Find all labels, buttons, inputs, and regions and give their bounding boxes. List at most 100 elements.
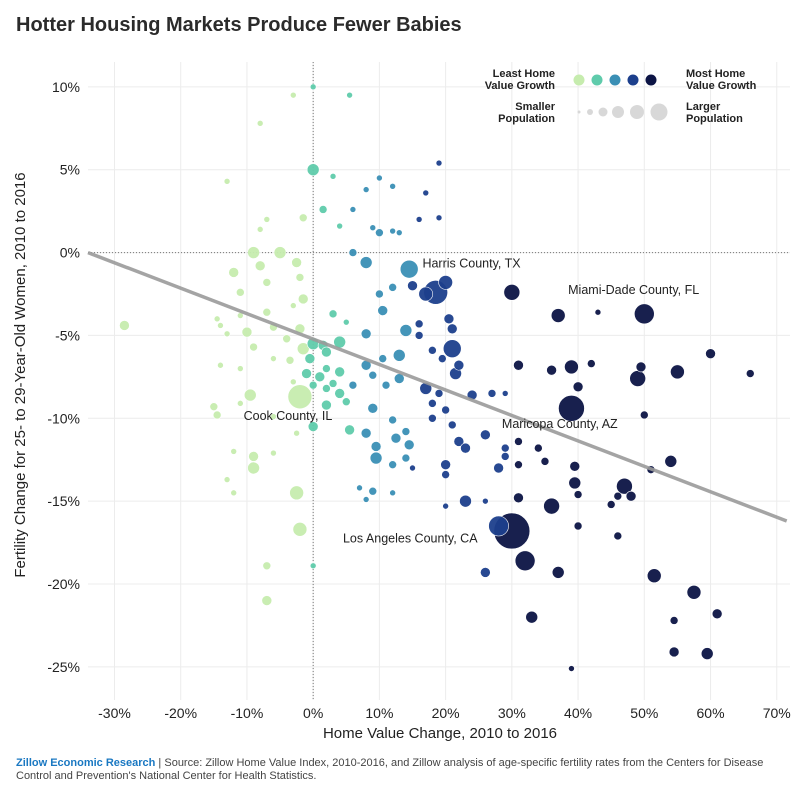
data-point <box>700 647 714 660</box>
data-point <box>304 353 316 364</box>
data-point <box>613 531 623 541</box>
data-point <box>262 561 272 571</box>
legend-least-label-1: Least Home <box>493 68 555 80</box>
data-point <box>308 380 318 390</box>
x-tick-label: -10% <box>231 705 264 721</box>
data-point <box>287 384 313 410</box>
data-point <box>369 451 383 465</box>
x-tick-label: 20% <box>432 705 460 721</box>
data-point <box>230 448 237 455</box>
data-point <box>525 610 539 624</box>
data-point <box>307 421 319 432</box>
data-point <box>568 665 575 672</box>
data-point <box>460 442 471 454</box>
data-point <box>321 346 332 358</box>
trendline-group <box>87 250 788 523</box>
data-point <box>443 313 455 325</box>
data-point <box>217 322 224 329</box>
data-point <box>514 550 536 572</box>
data-point <box>500 452 510 461</box>
data-point <box>228 267 239 278</box>
footer-brand: Zillow Economic Research <box>16 757 156 769</box>
data-point <box>344 424 355 436</box>
data-point <box>395 229 403 236</box>
annotation-label: Maricopa County, AZ <box>502 417 618 431</box>
data-point <box>441 470 450 479</box>
legend-least-label-2: Value Growth <box>485 80 556 92</box>
data-point <box>378 354 388 363</box>
data-point <box>613 491 623 501</box>
data-point <box>263 216 271 223</box>
data-point <box>422 189 430 197</box>
data-point <box>318 205 328 214</box>
data-point <box>223 178 231 185</box>
data-point <box>480 567 491 578</box>
data-point <box>440 459 451 470</box>
data-point <box>212 410 222 420</box>
data-point <box>270 413 277 420</box>
legend-color-dot <box>627 74 639 86</box>
data-point <box>487 389 497 398</box>
legend-color-swatches <box>573 74 657 86</box>
data-point <box>247 246 260 259</box>
data-point <box>334 388 345 399</box>
data-point <box>558 395 585 422</box>
data-point <box>217 361 224 369</box>
y-tick-label: -15% <box>47 493 80 509</box>
data-point <box>514 437 523 446</box>
legend-size-dot <box>598 107 608 117</box>
legend-most-label-1: Most Home <box>686 68 745 80</box>
legend-size-dot <box>577 110 581 114</box>
data-point <box>399 259 419 279</box>
annotation-label: Miami-Dade County, FL <box>568 283 699 297</box>
footer-source: Zillow Economic Research | Source: Zillo… <box>16 757 786 783</box>
data-point <box>705 348 716 359</box>
data-point <box>362 186 370 193</box>
data-point <box>367 403 379 414</box>
data-point <box>428 346 437 355</box>
data-point <box>403 439 415 451</box>
data-point <box>573 490 583 499</box>
data-point <box>488 515 509 537</box>
x-tick-label: -20% <box>164 705 197 721</box>
legend-size-dot <box>650 103 668 121</box>
y-axis-label: Fertility Change for 25- to 29-Year-Old … <box>12 172 29 577</box>
data-point <box>295 273 305 282</box>
data-point <box>322 364 331 373</box>
data-point <box>446 323 458 335</box>
data-point <box>669 616 679 625</box>
data-point <box>428 399 437 408</box>
data-point <box>328 379 338 388</box>
data-point <box>564 359 579 375</box>
data-point <box>348 380 358 390</box>
legend-larger-label-1: Larger <box>686 101 721 113</box>
data-point <box>293 429 300 437</box>
legend-size-swatches <box>577 103 668 121</box>
data-point <box>401 427 411 436</box>
data-point <box>270 355 277 362</box>
data-point <box>594 308 602 316</box>
legend-color-dot <box>645 74 657 86</box>
annotations: Harris County, TX Miami-Dade County, FL Co… <box>244 256 700 545</box>
data-point <box>369 224 377 232</box>
data-point <box>414 331 424 340</box>
data-point <box>551 566 565 579</box>
y-axis-ticks: 10% 5% 0% -5% -10% -15% -20% -25% <box>47 79 80 675</box>
y-tick-label: -5% <box>55 327 80 343</box>
trendline <box>87 250 788 523</box>
data-point <box>341 397 351 407</box>
data-point <box>392 349 406 362</box>
legend-size-dot <box>612 106 624 118</box>
data-point <box>573 521 583 531</box>
legend-color-dot <box>573 74 585 86</box>
data-point <box>480 429 491 441</box>
data-point <box>640 410 649 420</box>
data-point <box>360 427 372 439</box>
data-point <box>290 91 297 99</box>
data-point <box>670 364 685 380</box>
data-point <box>292 522 308 537</box>
data-point <box>301 368 312 379</box>
data-point <box>745 369 755 378</box>
data-point <box>500 443 510 453</box>
